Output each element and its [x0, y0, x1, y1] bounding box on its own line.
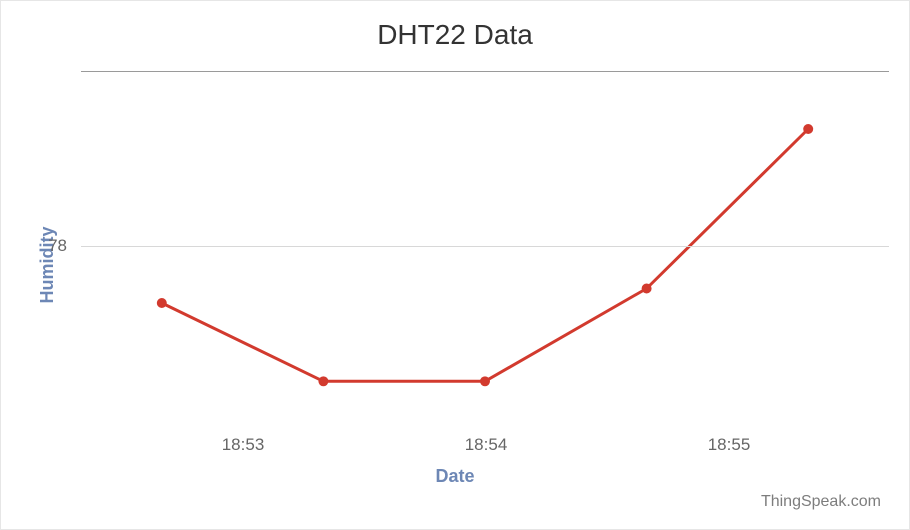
x-tick-label: 18:53	[222, 435, 265, 455]
data-point[interactable]	[157, 298, 167, 308]
chart-title: DHT22 Data	[1, 19, 909, 51]
series-line	[162, 129, 808, 381]
chart-container: DHT22 Data Humidity 7818:5318:5418:55 Da…	[0, 0, 910, 530]
attribution-link[interactable]: ThingSpeak.com	[761, 493, 881, 511]
data-point[interactable]	[480, 376, 490, 386]
y-tick-label: 78	[17, 236, 67, 256]
data-point[interactable]	[642, 284, 652, 294]
x-tick-label: 18:55	[708, 435, 751, 455]
data-point[interactable]	[318, 376, 328, 386]
y-gridline	[81, 246, 889, 247]
x-tick-label: 18:54	[465, 435, 508, 455]
x-axis-label: Date	[1, 466, 909, 487]
data-point[interactable]	[803, 124, 813, 134]
y-gridline	[81, 71, 889, 72]
line-series	[81, 71, 889, 419]
plot-area: 7818:5318:5418:55	[81, 71, 889, 419]
